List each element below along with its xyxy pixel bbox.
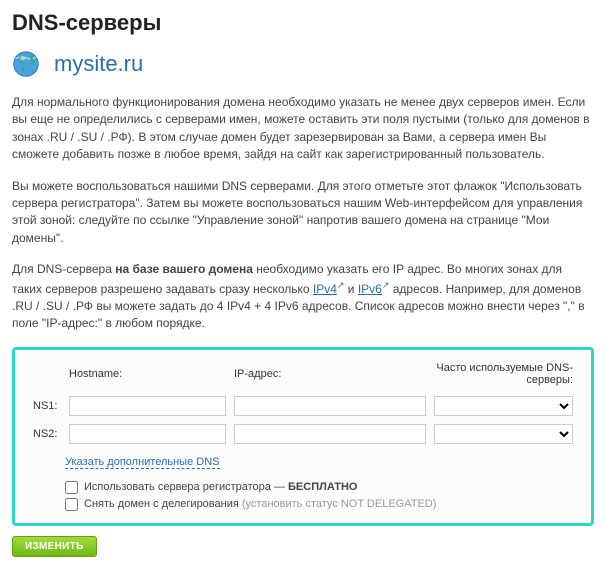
ns2-hostname-input[interactable] — [69, 424, 226, 444]
undelegate-checkbox[interactable] — [65, 498, 78, 511]
intro-paragraph-1: Для нормального функционирования домена … — [12, 94, 594, 164]
use-registrar-row: Использовать сервера регистратора — БЕСП… — [65, 481, 577, 494]
intro-paragraph-3: Для DNS-сервера на базе вашего домена не… — [12, 261, 594, 333]
col-common-header: Часто используемые DNS-серверы: — [430, 360, 577, 392]
submit-button[interactable]: ИЗМЕНИТЬ — [12, 536, 97, 557]
use-registrar-label: Использовать сервера регистратора — БЕСП… — [84, 481, 357, 493]
page-title: DNS-серверы — [12, 10, 594, 36]
ns2-ip-input[interactable] — [234, 424, 426, 444]
intro-paragraph-2: Вы можете воспользоваться нашими DNS сер… — [12, 178, 594, 248]
ns-row: NS1: — [29, 392, 577, 420]
ns-row-label: NS2: — [29, 420, 65, 448]
undelegate-label: Снять домен с делегирования (установить … — [84, 498, 436, 510]
ns1-hostname-input[interactable] — [69, 396, 226, 416]
ns-table: Hostname: IP-адрес: Часто используемые D… — [29, 360, 577, 448]
globe-icon — [12, 50, 40, 78]
ipv6-link[interactable]: IPv6 — [358, 282, 382, 296]
more-dns-link[interactable]: Указать дополнительные DNS — [65, 456, 220, 469]
ns1-common-select[interactable] — [434, 396, 573, 416]
domain-name: mysite.ru — [54, 51, 143, 77]
use-registrar-checkbox[interactable] — [65, 481, 78, 494]
domain-header: mysite.ru — [12, 50, 594, 78]
col-hostname-header: Hostname: — [65, 360, 230, 392]
undelegate-row: Снять домен с делегирования (установить … — [65, 498, 577, 511]
ns-row-label: NS1: — [29, 392, 65, 420]
submit-row: ИЗМЕНИТЬ — [12, 536, 594, 557]
ns-row: NS2: — [29, 420, 577, 448]
col-ip-header: IP-адрес: — [230, 360, 430, 392]
ns1-ip-input[interactable] — [234, 396, 426, 416]
ns2-common-select[interactable] — [434, 424, 573, 444]
ipv4-link[interactable]: IPv4 — [313, 282, 337, 296]
ns-panel: Hostname: IP-адрес: Часто используемые D… — [12, 347, 594, 526]
